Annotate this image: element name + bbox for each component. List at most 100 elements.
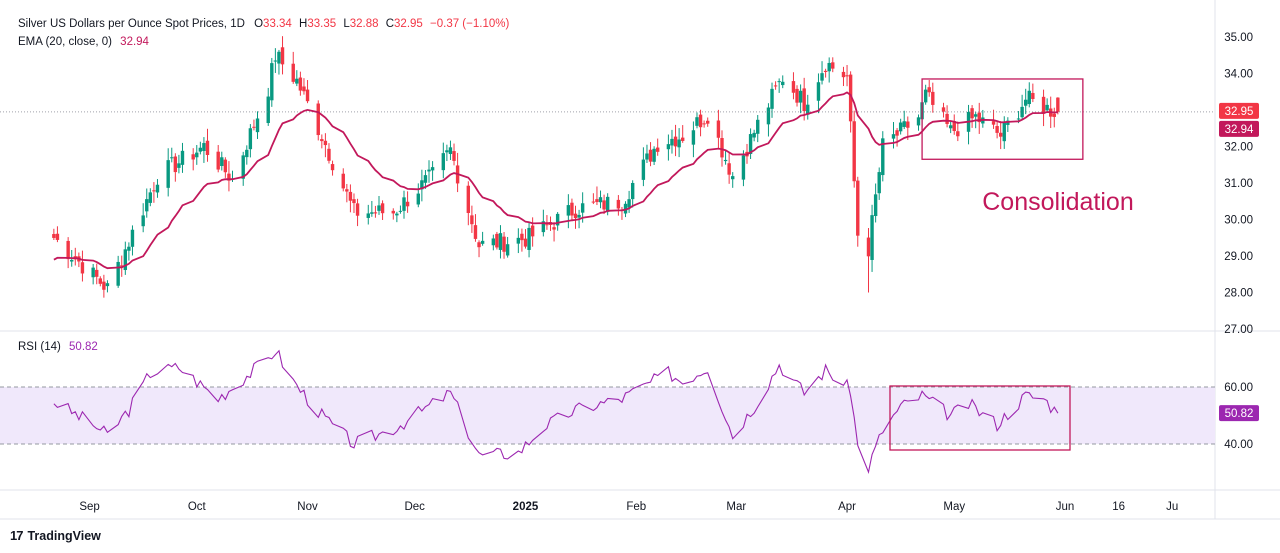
candle <box>170 147 174 163</box>
open-value: 33.34 <box>263 18 292 30</box>
candle-body <box>520 233 524 241</box>
candle-body <box>841 71 846 78</box>
candle <box>998 121 1003 150</box>
candle <box>820 61 824 85</box>
rsi-band <box>0 387 1215 444</box>
candle <box>966 104 971 145</box>
candle-body <box>602 200 606 210</box>
candle-body <box>523 238 528 247</box>
candle-body <box>823 70 828 72</box>
candle-body <box>781 81 785 86</box>
candle-body <box>55 233 60 240</box>
candle-body <box>995 126 999 133</box>
candle <box>395 211 399 223</box>
candle <box>98 276 103 287</box>
rsi-tick-label: 60.00 <box>1224 382 1253 394</box>
candle-body <box>756 119 760 134</box>
candle <box>423 170 428 189</box>
candle-body <box>216 151 220 170</box>
candle <box>706 117 710 127</box>
candle-body <box>973 114 978 117</box>
candle <box>655 138 660 156</box>
rsi-value: 50.82 <box>69 341 98 353</box>
rsi-label: RSI (14) <box>18 341 61 353</box>
candle-body <box>423 175 428 183</box>
price-axis: 35.0034.0033.0032.0031.0030.0029.0028.00… <box>1224 32 1253 336</box>
ema-value: 32.94 <box>120 36 149 48</box>
candle <box>591 193 596 205</box>
candle-body <box>341 173 345 189</box>
candle-body <box>991 121 996 125</box>
time-tick-label: Sep <box>79 501 99 513</box>
candle <box>1023 88 1028 115</box>
candle-body <box>798 90 803 103</box>
candle <box>530 217 535 247</box>
candle <box>445 144 449 162</box>
candle <box>595 186 599 206</box>
time-tick-label: Ju <box>1166 501 1178 513</box>
candle-body <box>466 185 471 214</box>
candle <box>330 160 335 176</box>
candle-body <box>570 202 574 216</box>
candle <box>327 143 331 164</box>
candle-body <box>1002 122 1006 142</box>
candle <box>806 94 810 120</box>
candle-body <box>102 281 106 290</box>
candle <box>480 231 485 246</box>
candle <box>523 229 528 249</box>
candle-body <box>673 136 678 147</box>
candle <box>527 222 531 258</box>
candle-body <box>366 213 370 218</box>
time-tick-label: Jun <box>1056 501 1075 513</box>
candle-body <box>223 159 228 173</box>
candle-body <box>627 199 631 208</box>
candle <box>970 105 974 128</box>
candle <box>831 57 835 73</box>
rsi-consolidation-box[interactable] <box>889 385 1071 451</box>
time-tick-label: 16 <box>1112 501 1125 513</box>
tradingview-logo[interactable]: 17 TradingView <box>10 528 101 543</box>
candle-body <box>591 201 596 203</box>
candle <box>373 205 378 218</box>
candle <box>630 180 635 208</box>
time-tick-label: May <box>943 501 965 513</box>
candle-body <box>127 246 131 251</box>
candle <box>405 191 410 213</box>
candle-body <box>105 283 110 287</box>
close-price-badge-bg <box>1219 102 1259 119</box>
candle-body <box>566 205 571 216</box>
candle <box>891 122 896 149</box>
candle-body <box>148 192 153 203</box>
candle-body <box>670 138 674 146</box>
candle-body <box>66 240 70 260</box>
candle <box>380 200 385 220</box>
candle <box>773 81 778 90</box>
candle-body <box>120 265 124 267</box>
candle-body <box>155 184 160 193</box>
candle-body <box>881 138 885 176</box>
time-tick-label: Dec <box>404 501 425 513</box>
consolidation-box[interactable] <box>921 78 1084 160</box>
candle <box>691 121 696 158</box>
candle <box>120 255 124 277</box>
candle <box>798 84 803 114</box>
candle <box>216 145 220 173</box>
candle <box>723 150 728 165</box>
low-value: 32.88 <box>349 18 379 30</box>
candle-body <box>205 140 210 156</box>
candle-body <box>555 213 560 226</box>
candle <box>252 119 256 131</box>
candle <box>898 118 903 135</box>
candle-body <box>295 78 299 84</box>
candle <box>648 142 653 167</box>
candle-body <box>573 213 578 219</box>
candle-body <box>1041 96 1046 114</box>
candle <box>902 110 906 130</box>
candle-body <box>956 131 960 137</box>
candle-body <box>427 169 431 172</box>
candle-body <box>952 121 956 132</box>
time-tick-label: Mar <box>726 501 746 513</box>
candle <box>295 70 299 87</box>
candle <box>602 194 606 215</box>
